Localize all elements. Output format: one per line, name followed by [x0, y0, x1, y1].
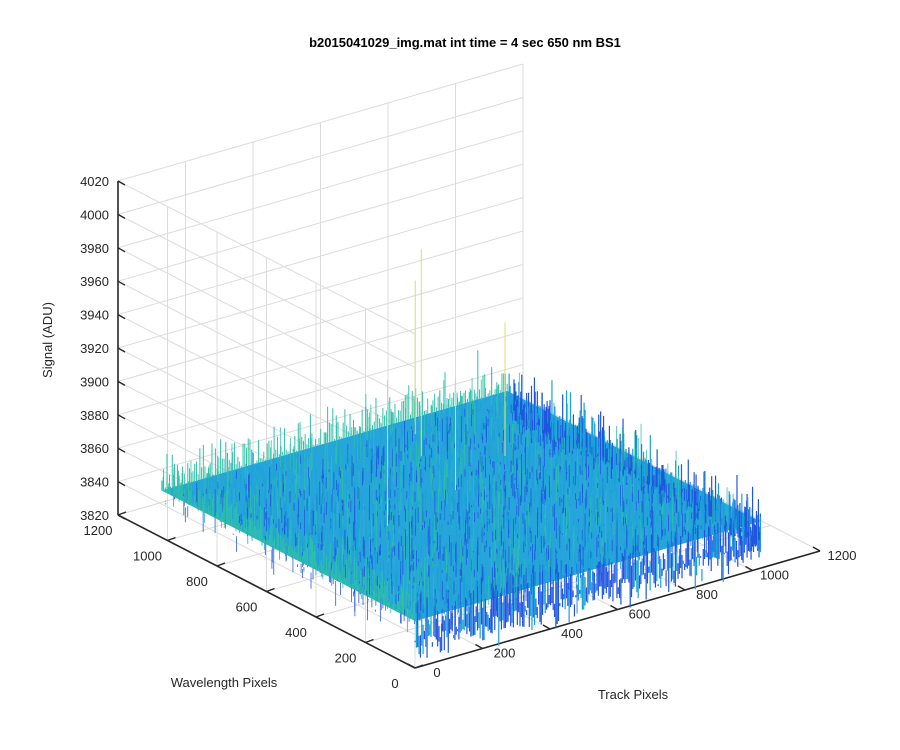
wall-gridline-z: [117, 197, 524, 316]
x-tick-mark: [542, 624, 551, 630]
y-tick-mark: [266, 587, 275, 593]
tick-labels: 0 200 400 600 800 1000 1200 0 200 400 600 800 1000 12…: [80, 174, 856, 691]
z-tick-mark: [117, 480, 126, 487]
z-tick-mark: [117, 280, 126, 286]
wall-gridline-z: [117, 163, 524, 282]
z-tick-mark: [117, 514, 126, 520]
y-tick-label: 1000: [133, 549, 162, 564]
y-tick-label: 200: [335, 651, 357, 666]
z-tick-label: 3840: [80, 475, 109, 490]
x-tick-label: 600: [629, 607, 651, 622]
wall-gridline-z: [117, 96, 524, 215]
y-tick-mark: [117, 511, 127, 516]
x-tick-mark: [677, 585, 686, 591]
x-tick-mark: [610, 604, 618, 611]
y-tick-mark: [216, 562, 226, 567]
z-tick-mark: [117, 447, 126, 453]
chart-title: b2015041029_img.mat int time = 4 sec 650…: [309, 35, 621, 50]
z-tick-mark: [117, 414, 126, 420]
y-tick-label: 800: [186, 574, 208, 589]
x-tick-label: 1000: [760, 568, 789, 583]
wall-gridline-z: [117, 63, 524, 182]
z-tick-label: 3900: [80, 374, 109, 389]
y-axis-label: Wavelength Pixels: [171, 675, 278, 690]
x-tick-mark: [812, 546, 821, 552]
z-tick-label: 3860: [80, 441, 109, 456]
wall-gridline-z: [117, 297, 524, 416]
z-tick-mark: [117, 313, 126, 320]
z-tick-label: 3920: [80, 341, 109, 356]
y-tick-label: 400: [285, 625, 307, 640]
wall-gridline-z: [117, 263, 524, 382]
z-tick-label: 3880: [80, 408, 109, 423]
z-tick-mark: [117, 380, 126, 387]
wall-gridline-z: [117, 130, 524, 249]
z-tick-label: 4000: [80, 207, 109, 222]
wall-gridline-z: [117, 247, 416, 402]
x-tick-mark: [407, 663, 416, 669]
z-tick-label: 3960: [80, 274, 109, 289]
x-tick-label: 0: [433, 665, 440, 680]
y-tick-label: 600: [236, 600, 258, 615]
z-tick-mark: [117, 213, 126, 220]
z-tick-mark: [117, 247, 126, 253]
surface-plot: [161, 249, 761, 658]
x-tick-label: 800: [696, 587, 718, 602]
wall-gridline-z: [117, 180, 416, 335]
wall-gridline-z: [117, 481, 416, 636]
x-tick-label: 200: [494, 646, 516, 661]
y-tick-label: 1200: [84, 523, 113, 538]
z-axis-label: Signal (ADU): [40, 302, 55, 378]
wall-gridline-z: [117, 213, 416, 368]
y-tick-mark: [414, 664, 424, 669]
y-tick-mark: [365, 638, 374, 644]
y-tick-mark: [167, 536, 176, 542]
axes-box: [117, 180, 821, 669]
z-tick-label: 3820: [80, 508, 109, 523]
z-tick-label: 4020: [80, 174, 109, 189]
z-tick-label: 3940: [80, 308, 109, 323]
x-tick-label: 400: [561, 626, 583, 641]
y-tick-label: 0: [391, 676, 398, 691]
wall-gridline-z: [117, 330, 524, 449]
z-tick-mark: [117, 347, 126, 353]
x-axis-label: Track Pixels: [598, 687, 669, 702]
wall-gridline-z: [117, 230, 524, 349]
z-tick-mark: [117, 180, 126, 186]
x-tick-mark: [475, 643, 483, 650]
x-tick-mark: [745, 565, 753, 572]
y-tick-mark: [315, 613, 325, 618]
z-tick-label: 3980: [80, 241, 109, 256]
x-tick-label: 1200: [828, 548, 857, 563]
